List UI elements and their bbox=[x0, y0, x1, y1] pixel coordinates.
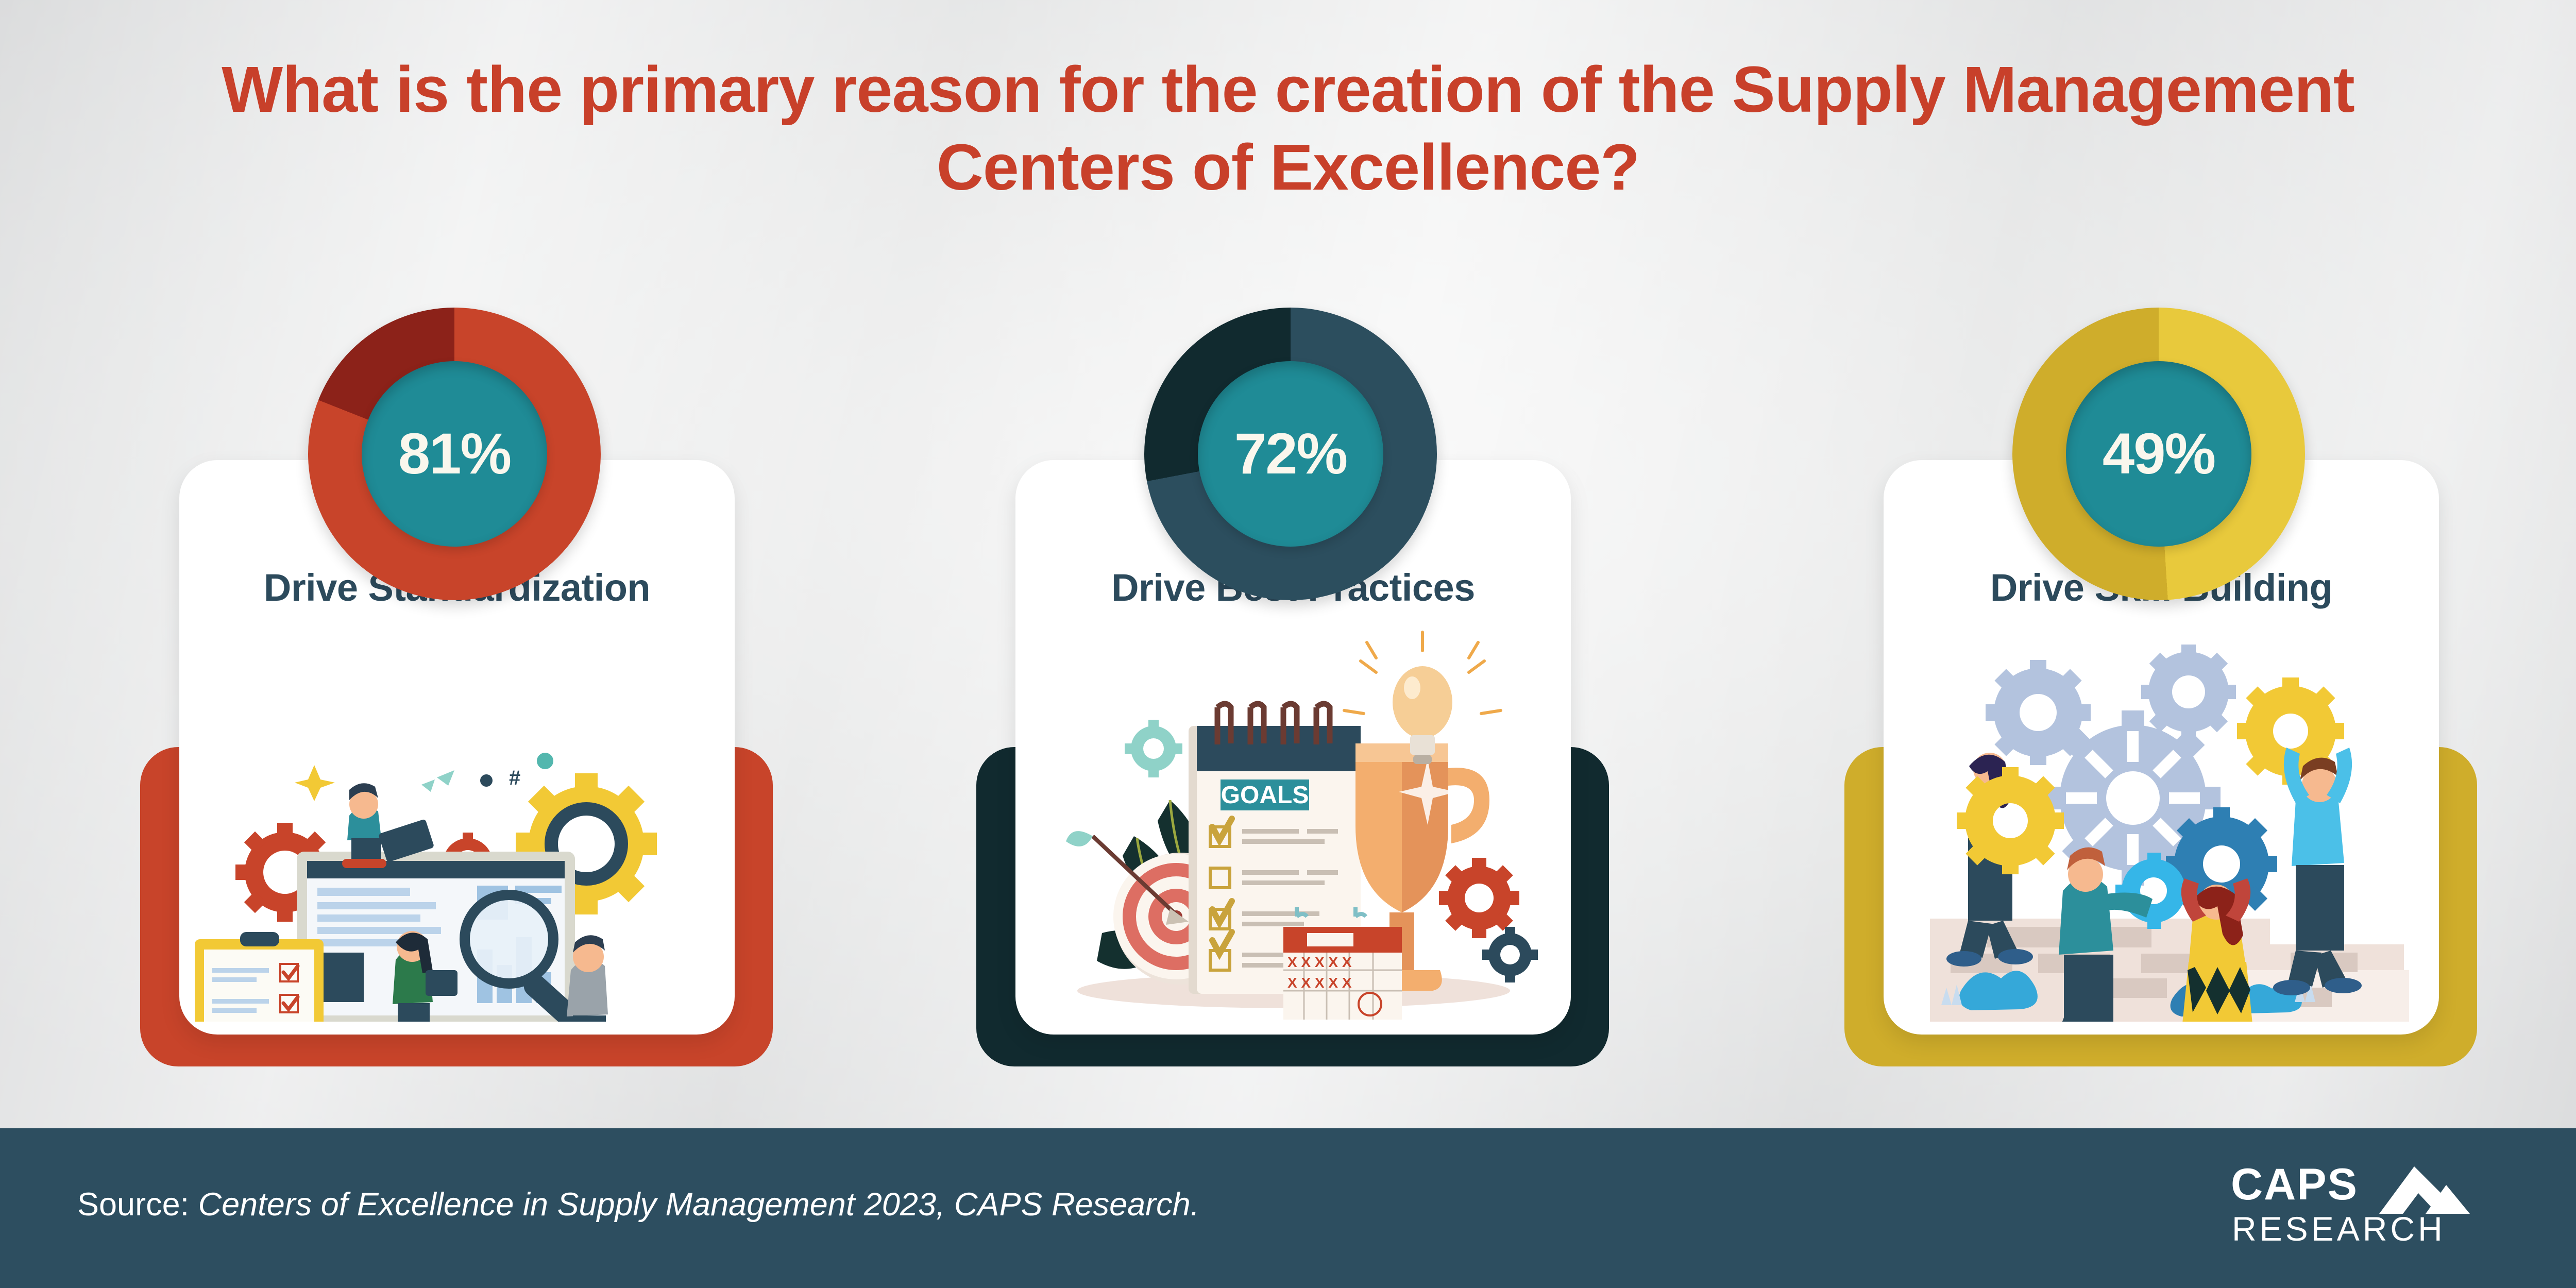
donut-hub: 81% bbox=[362, 361, 547, 547]
card-surface: GOALS bbox=[1015, 460, 1571, 1035]
teamwork-gears-illustration bbox=[1884, 630, 2439, 1035]
goals-trophy-illustration: GOALS bbox=[1015, 630, 1571, 1022]
card-best-practices: GOALS bbox=[840, 0, 1664, 1082]
page-title: What is the primary reason for the creat… bbox=[222, 53, 2355, 204]
donut-chart-skill-building: 49% bbox=[2012, 308, 2305, 600]
source-prefix: Source: bbox=[77, 1187, 198, 1223]
svg-text:X X X X X: X X X X X bbox=[1287, 954, 1352, 970]
source-citation: Source: Centers of Excellence in Supply … bbox=[77, 1186, 1199, 1223]
logo-primary-text: CAPS bbox=[2231, 1160, 2358, 1209]
donut-chart-standardization: 81% bbox=[308, 308, 601, 600]
logo-secondary-text: RESEARCH bbox=[2232, 1210, 2446, 1248]
footer-bar: Source: Centers of Excellence in Supply … bbox=[0, 1128, 2576, 1288]
svg-text:X X X X X: X X X X X bbox=[1287, 975, 1352, 991]
svg-text:GOALS: GOALS bbox=[1221, 782, 1309, 809]
svg-text:#: # bbox=[509, 767, 520, 789]
source-title: Centers of Excellence in Supply Manageme… bbox=[198, 1187, 1200, 1223]
percent-value: 81% bbox=[398, 421, 512, 486]
percent-value: 72% bbox=[1234, 421, 1348, 486]
caps-research-logo: CAPS RESEARCH bbox=[2231, 1160, 2470, 1255]
card-skill-building: Drive Skill Building 49% bbox=[1664, 0, 2488, 1082]
standardization-dashboard-illustration: # bbox=[179, 630, 735, 1035]
donut-chart-best-practices: 72% bbox=[1144, 308, 1437, 600]
percent-value: 49% bbox=[2102, 421, 2216, 486]
mountain-icon bbox=[2379, 1166, 2470, 1214]
donut-hub: 72% bbox=[1198, 361, 1383, 547]
donut-hub: 49% bbox=[2066, 361, 2251, 547]
card-standardization: # Drive Standardization 81% bbox=[0, 0, 824, 1082]
